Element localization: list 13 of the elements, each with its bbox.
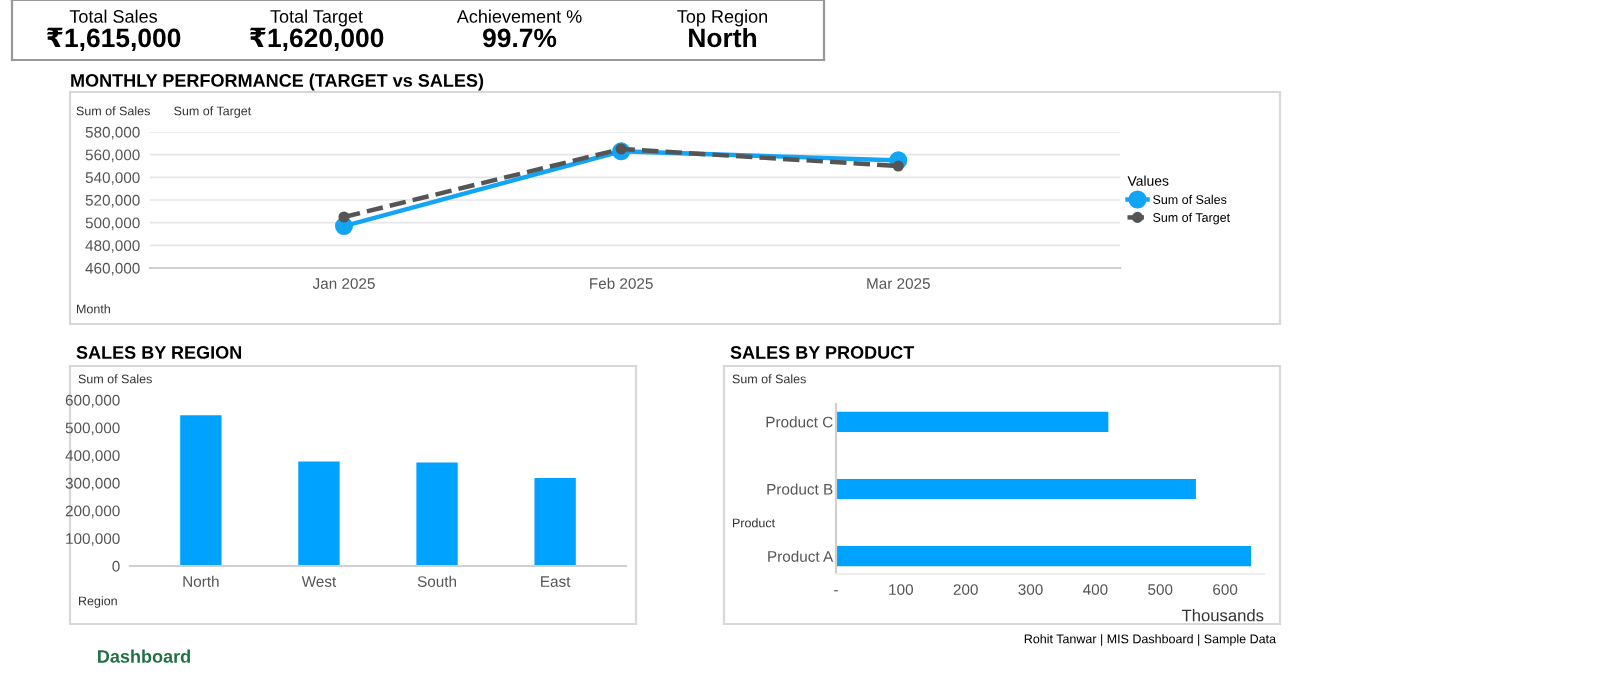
chart-title: SALES BY REGION — [76, 346, 242, 359]
text: Top Region — [677, 9, 767, 27]
text: ₹1,620,000 — [249, 27, 384, 52]
x-axis-title: Thousands — [1181, 609, 1264, 622]
chart-title: SALES BY PRODUCT — [730, 346, 915, 359]
text: Total Target — [270, 9, 363, 27]
text: Dashboard — [98, 649, 190, 663]
text: 99.7% — [483, 28, 557, 48]
chart-title: MONTHLY PERFORMANCE (TARGET vs SALES) — [71, 73, 484, 91]
text: Total Sales — [69, 9, 158, 23]
text: North — [689, 27, 757, 48]
text: Achievement % — [456, 9, 582, 23]
text: ₹1,615,000 — [46, 27, 181, 52]
